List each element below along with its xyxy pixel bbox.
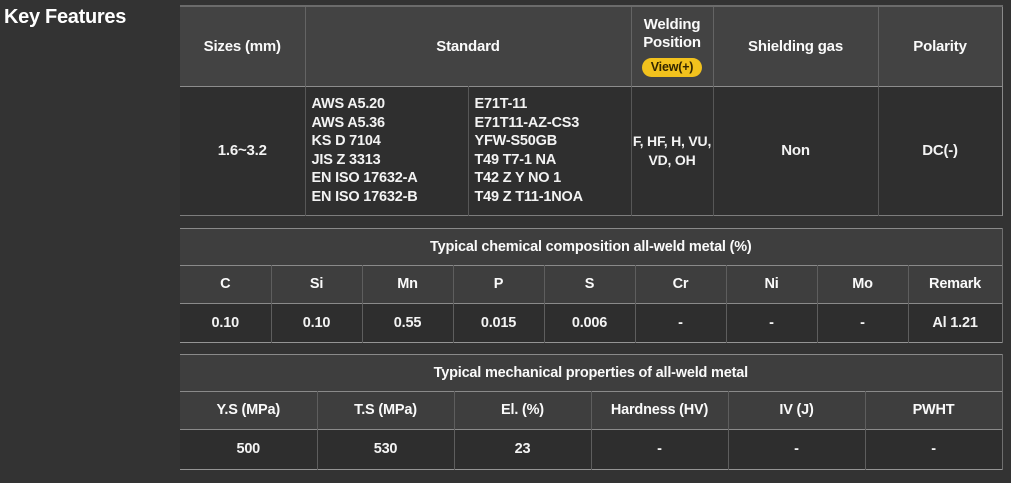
section-label-column: Key Features [0, 0, 180, 483]
chem-header-cell: Cr [634, 264, 727, 303]
chem-value-cell: 0.55 [361, 302, 454, 342]
chem-header-row: C Si Mn P S Cr Ni Mo Remark [180, 264, 1003, 303]
chem-value-cell: 0.10 [180, 302, 272, 342]
page-title: Key Features [4, 6, 127, 28]
chem-header-cell: Mn [361, 264, 454, 303]
mech-value-cell: - [727, 428, 866, 469]
chem-header-cell: Si [270, 264, 363, 303]
chem-table-title: Typical chemical composition all-weld me… [180, 228, 1003, 265]
spec-data-row: 1.6~3.2 AWS A5.20 AWS A5.36 KS D 7104 JI… [180, 85, 1003, 215]
spec-cell-shielding-gas: Non [712, 85, 879, 215]
mech-table-title: Typical mechanical properties of all-wel… [180, 354, 1003, 391]
mech-header-row: Y.S (MPa) T.S (MPa) El. (%) Hardness (HV… [180, 390, 1003, 429]
mech-header-cell: T.S (MPa) [316, 390, 455, 429]
chem-value-cell: 0.006 [543, 302, 636, 342]
chemical-composition-table: Typical chemical composition all-weld me… [180, 227, 1003, 343]
chem-value-cell: - [634, 302, 727, 342]
spec-cell-standard-list-1: AWS A5.20 AWS A5.36 KS D 7104 JIS Z 3313… [304, 85, 469, 215]
spec-header-standard: Standard [304, 6, 632, 86]
mech-header-cell: Y.S (MPa) [180, 390, 318, 429]
mech-header-cell: El. (%) [453, 390, 592, 429]
spec-header-sizes: Sizes (mm) [180, 6, 306, 86]
chem-header-cell: Mo [816, 264, 909, 303]
spec-header-polarity: Polarity [877, 6, 1003, 86]
mech-title-row: Typical mechanical properties of all-wel… [180, 354, 1003, 391]
spec-table: Sizes (mm) Standard Welding Position Vie… [180, 5, 1003, 216]
chem-header-cell: Ni [725, 264, 818, 303]
spec-cell-welding-position: F, HF, H, VU, VD, OH [630, 85, 714, 215]
mech-value-cell: - [864, 428, 1003, 469]
chem-header-cell: Remark [907, 264, 1003, 303]
chem-header-cell: C [180, 264, 272, 303]
mech-header-cell: IV (J) [727, 390, 866, 429]
view-welding-position-button[interactable]: View(+) [641, 57, 703, 77]
chem-value-row: 0.10 0.10 0.55 0.015 0.006 - - - Al 1.21 [180, 302, 1003, 342]
spec-header-welding-position: Welding Position View(+) [630, 6, 714, 86]
mech-value-cell: 530 [316, 428, 455, 469]
chem-title-row: Typical chemical composition all-weld me… [180, 228, 1003, 265]
mechanical-properties-table: Typical mechanical properties of all-wel… [180, 353, 1003, 470]
mech-header-cell: PWHT [864, 390, 1003, 429]
mech-value-cell: 23 [453, 428, 592, 469]
chem-value-cell: 0.015 [452, 302, 545, 342]
mech-value-cell: - [590, 428, 729, 469]
spec-header-shielding-gas: Shielding gas [712, 6, 879, 86]
chem-header-cell: P [452, 264, 545, 303]
spec-cell-sizes: 1.6~3.2 [180, 85, 306, 215]
chem-value-cell: Al 1.21 [907, 302, 1003, 342]
mech-value-row: 500 530 23 - - - [180, 428, 1003, 469]
tables-column: Sizes (mm) Standard Welding Position Vie… [180, 0, 1003, 483]
chem-value-cell: - [725, 302, 818, 342]
spec-header-row: Sizes (mm) Standard Welding Position Vie… [180, 6, 1003, 86]
spec-cell-standard-list-2: E71T-11 E71T11-AZ-CS3 YFW-S50GB T49 T7-1… [467, 85, 632, 215]
mech-value-cell: 500 [180, 428, 318, 469]
welding-position-label: Welding Position [643, 15, 701, 51]
mech-header-cell: Hardness (HV) [590, 390, 729, 429]
spec-cell-polarity: DC(-) [877, 85, 1003, 215]
chem-value-cell: - [816, 302, 909, 342]
chem-value-cell: 0.10 [270, 302, 363, 342]
chem-header-cell: S [543, 264, 636, 303]
